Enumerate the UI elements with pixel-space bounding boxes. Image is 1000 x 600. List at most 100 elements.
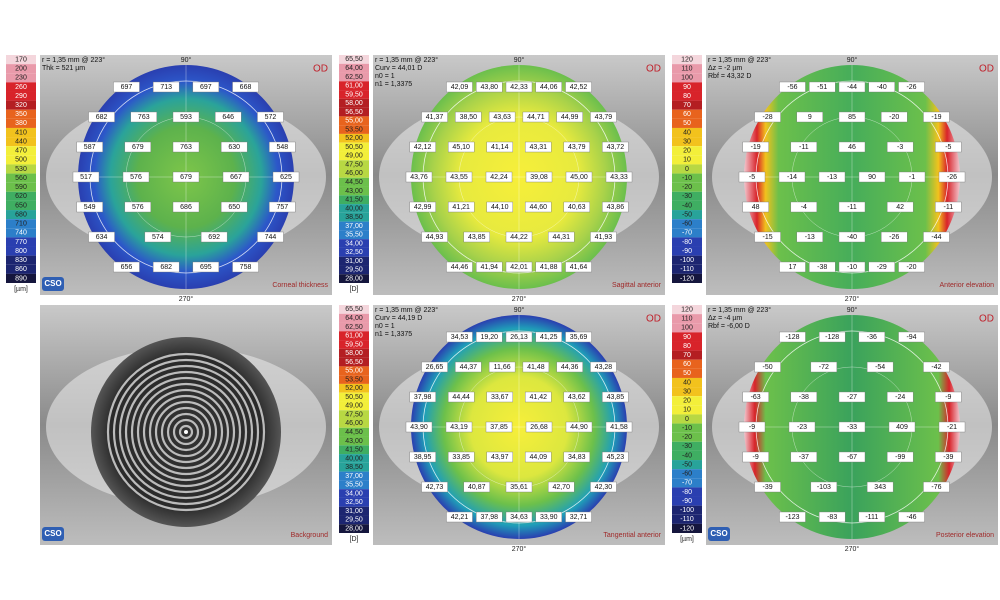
scale-cell	[672, 368, 702, 378]
map-value-text: 26,65	[426, 364, 444, 371]
map-value-box	[796, 111, 823, 123]
map-value: 42,70	[548, 481, 575, 493]
scale-cell	[339, 55, 369, 64]
map-value: 42	[886, 201, 914, 213]
scale-label: 37,00	[345, 473, 363, 480]
map-value-box	[565, 331, 592, 343]
map-value: -39	[754, 481, 781, 493]
scale-cell	[672, 164, 702, 174]
map-value: -21	[938, 421, 966, 433]
map-value: 34,83	[563, 451, 591, 463]
map-value-box	[409, 391, 436, 403]
map-value: 44,71	[522, 111, 550, 123]
map-value: 343	[866, 481, 894, 493]
map-value: 44,37	[455, 361, 482, 373]
map-value-text: 679	[132, 144, 144, 151]
map-value: 43,62	[563, 391, 591, 403]
map-value: 42,99	[409, 201, 436, 213]
scale-cell	[6, 255, 36, 265]
scale-label: 55,00	[345, 118, 363, 125]
bottom-degree: 270°	[845, 545, 860, 553]
map-value: 697	[113, 81, 140, 93]
scale-cell	[6, 100, 36, 110]
map-value: 34,63	[505, 511, 533, 523]
map-value-box	[505, 231, 533, 243]
brand-text: CSO	[710, 529, 727, 538]
scale-cell	[672, 155, 702, 165]
map-value: -19	[923, 111, 950, 123]
scale-cell	[339, 401, 369, 411]
scale-cell	[339, 471, 369, 481]
map-value: -94	[898, 331, 925, 343]
map-value: 42,30	[590, 481, 617, 493]
map-value: 40,63	[563, 201, 591, 213]
map-value: 682	[152, 261, 180, 273]
map-value: 763	[172, 141, 200, 153]
map-value: 11,66	[488, 361, 516, 373]
map-value: -5	[738, 171, 766, 183]
brand-text: CSO	[44, 529, 61, 538]
map-value: 33,90	[535, 511, 562, 523]
scale-label: 31,00	[345, 508, 363, 515]
brand-text: CSO	[44, 279, 61, 288]
eye-side: OD	[646, 64, 661, 75]
map-value-box	[923, 111, 950, 123]
map-value-box	[220, 141, 248, 153]
scale-label: 50,50	[345, 394, 363, 401]
scale-cell	[339, 313, 369, 323]
scale-cell	[339, 230, 369, 240]
map-value-text: -11	[847, 204, 857, 211]
scale-label: 34,00	[345, 240, 363, 247]
map-value-box	[445, 421, 473, 433]
map-value-text: 85	[848, 114, 856, 121]
map-value-text: 32,71	[570, 514, 588, 521]
map-value-text: -5	[749, 174, 755, 181]
map-value: 576	[124, 201, 152, 213]
scale-cell	[6, 55, 36, 65]
map-value: 548	[269, 141, 296, 153]
map-value-text: 44,09	[530, 454, 548, 461]
scale-label: 56,50	[345, 359, 363, 366]
top-degree: 90°	[514, 306, 525, 314]
map-value: 41,88	[535, 261, 562, 273]
map-value-box	[866, 361, 894, 373]
scale-cell	[672, 469, 702, 479]
scale-label: -60	[682, 471, 692, 478]
map-value-text: 42	[896, 204, 904, 211]
map-value-box	[838, 451, 866, 463]
map-value-text: 42,21	[451, 514, 469, 521]
map-value: -42	[923, 361, 950, 373]
map-value-text: 33,85	[452, 454, 470, 461]
scale-cell	[339, 480, 369, 490]
map-value: 44,06	[535, 81, 562, 93]
map-value-box	[152, 261, 180, 273]
scale-cell	[339, 247, 369, 257]
scale-label: 200	[15, 66, 27, 73]
scale-cell	[339, 375, 369, 384]
map-value-text: 593	[180, 114, 192, 121]
scale-label: 680	[15, 211, 27, 218]
map-value: -29	[868, 261, 895, 273]
scale-cell	[6, 200, 36, 211]
scale-cell	[672, 405, 702, 415]
map-value-box	[754, 481, 781, 493]
map-value-text: 43,63	[493, 114, 511, 121]
scale-cell	[339, 489, 369, 498]
map-value: 44,10	[486, 201, 513, 213]
map-value: -50	[754, 361, 781, 373]
map-value-text: 630	[228, 144, 240, 151]
map-value-text: 41,93	[595, 234, 613, 241]
map-value-box	[590, 481, 617, 493]
map-value-box	[754, 361, 781, 373]
map-value-text: 44,36	[561, 364, 579, 371]
map-value-text: 41,64	[570, 264, 588, 271]
map-value-text: 44,46	[451, 264, 469, 271]
map-value-box	[446, 261, 473, 273]
map-value-text: -51	[817, 84, 827, 91]
scale-cell	[672, 396, 702, 406]
map-value-text: 44,90	[570, 424, 588, 431]
map-value-text: -4	[801, 204, 807, 211]
top-degree: 90°	[181, 56, 192, 64]
map-value: -83	[818, 511, 846, 523]
map-value-box	[476, 331, 503, 343]
